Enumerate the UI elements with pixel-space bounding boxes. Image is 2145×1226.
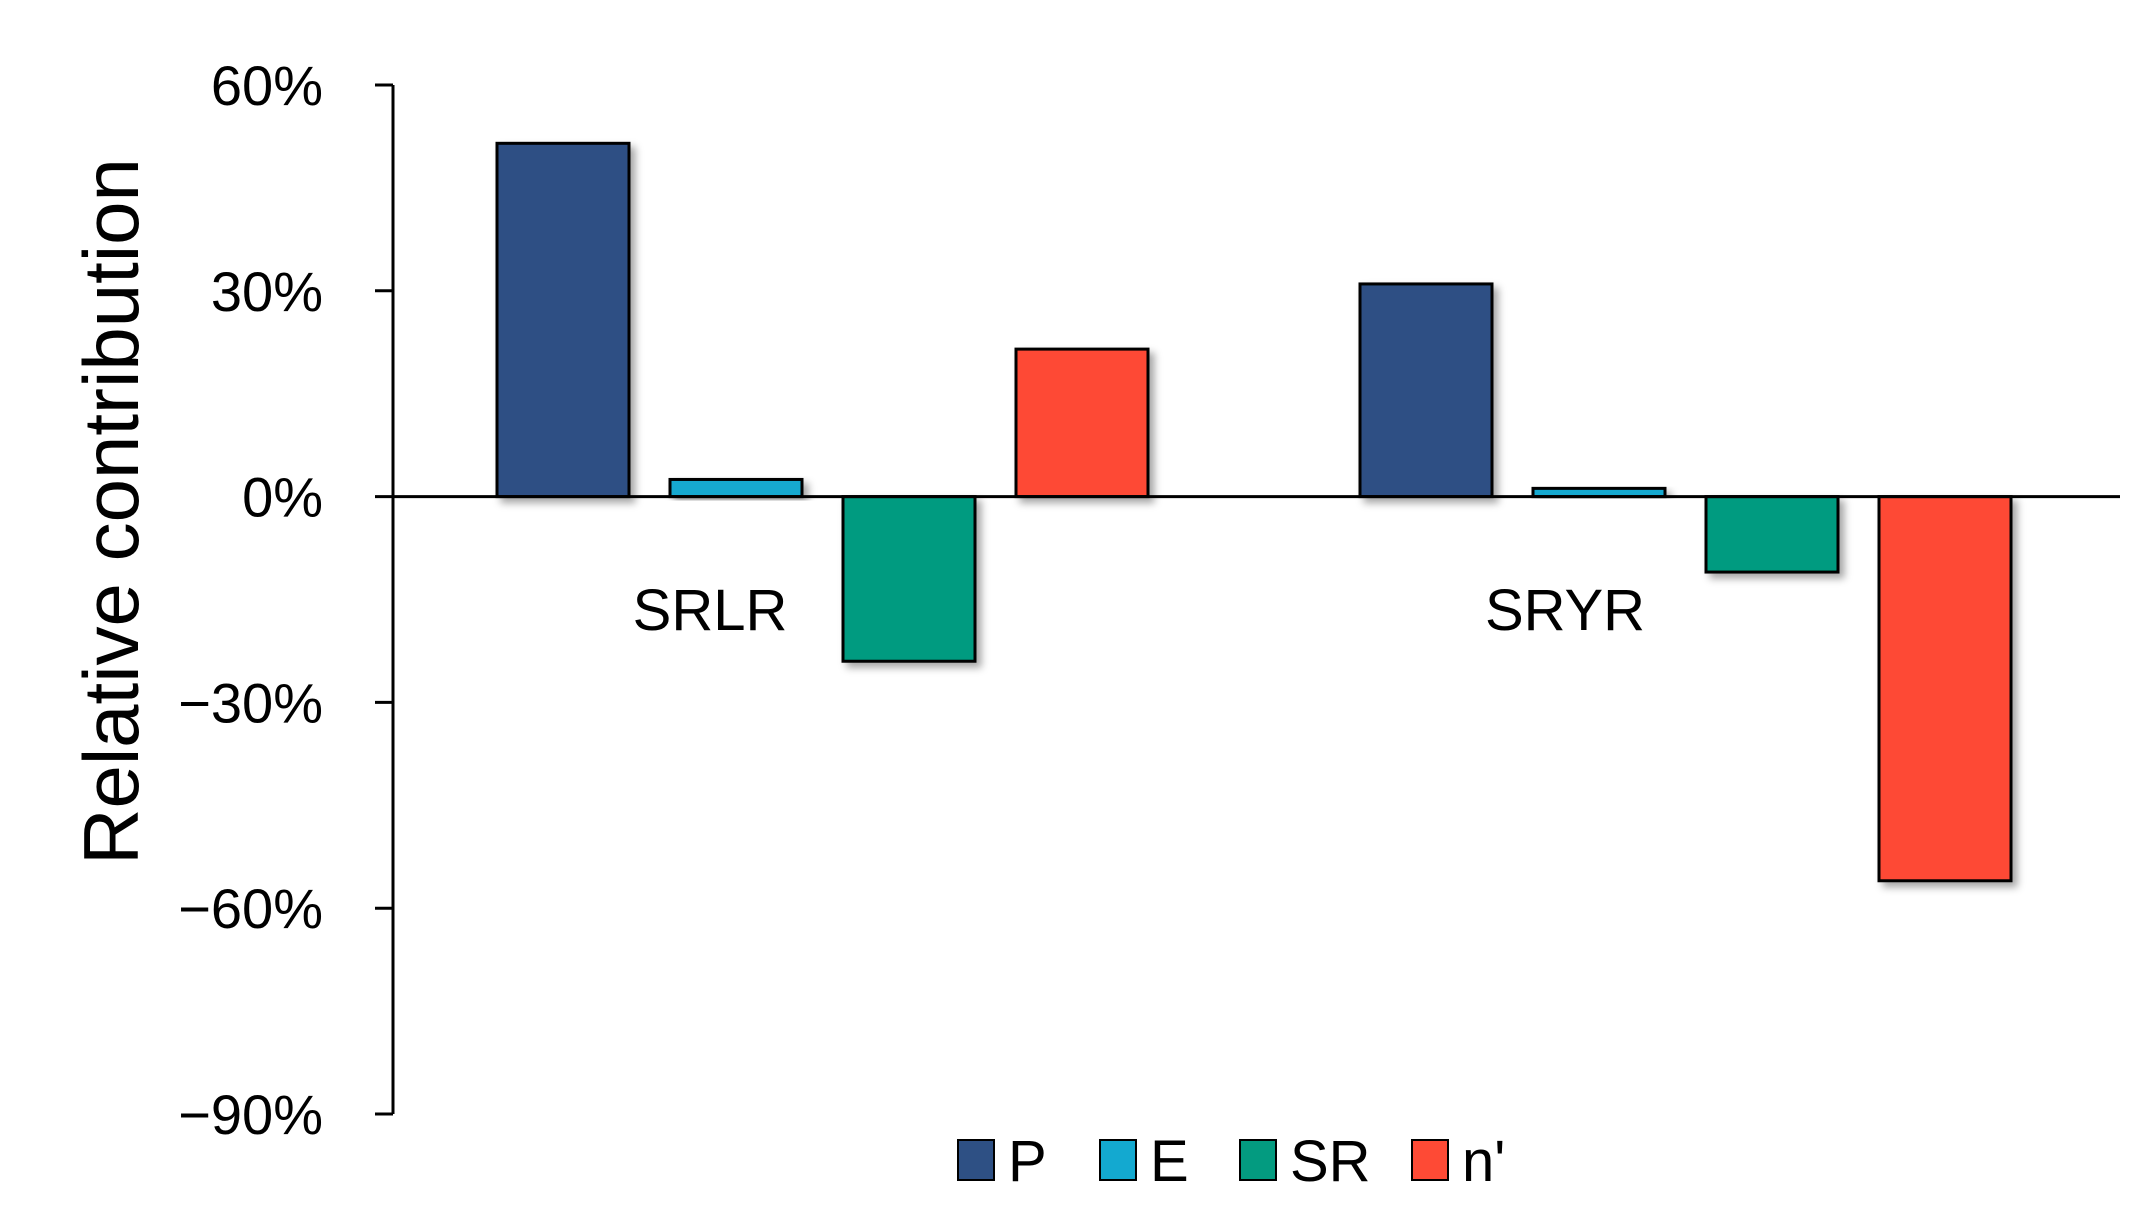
category-label-srlr: SRLR — [633, 578, 788, 643]
legend-swatch-2 — [1239, 1139, 1277, 1181]
y-tick-label: −90% — [178, 1083, 323, 1146]
bar-srlr-series-2 — [841, 495, 977, 663]
bar-srlr-series-1 — [668, 477, 804, 499]
y-tick-label: 60% — [211, 54, 323, 117]
category-label-sryr: SRYR — [1485, 578, 1645, 643]
category-labels: SRLR SRYR — [633, 578, 1645, 643]
bars-layer — [495, 141, 2013, 883]
legend-label-0: P — [1008, 1129, 1047, 1194]
legend: P E SR n' — [957, 1129, 1505, 1194]
y-tick-label: −30% — [178, 671, 323, 734]
bar-sryr-series-0 — [1358, 282, 1494, 499]
y-tick-label: 30% — [211, 260, 323, 323]
bar-srlr-series-0 — [495, 141, 631, 499]
bar-sryr-series-3 — [1877, 495, 2013, 883]
y-tick-label: −60% — [178, 877, 323, 940]
bar-srlr-series-3 — [1014, 347, 1150, 499]
y-axis-title: Relative contribution — [67, 158, 155, 865]
legend-label-1: E — [1150, 1129, 1189, 1194]
y-tick-label: 0% — [242, 466, 323, 529]
bar-sryr-series-2 — [1704, 495, 1840, 574]
y-ticks: 60% 30% 0% −30% −60% −90% — [178, 54, 393, 1146]
legend-label-3: n' — [1462, 1129, 1505, 1194]
legend-label-2: SR — [1290, 1129, 1371, 1194]
legend-swatch-3 — [1411, 1139, 1449, 1181]
legend-swatch-0 — [957, 1139, 995, 1181]
legend-swatch-1 — [1099, 1139, 1137, 1181]
